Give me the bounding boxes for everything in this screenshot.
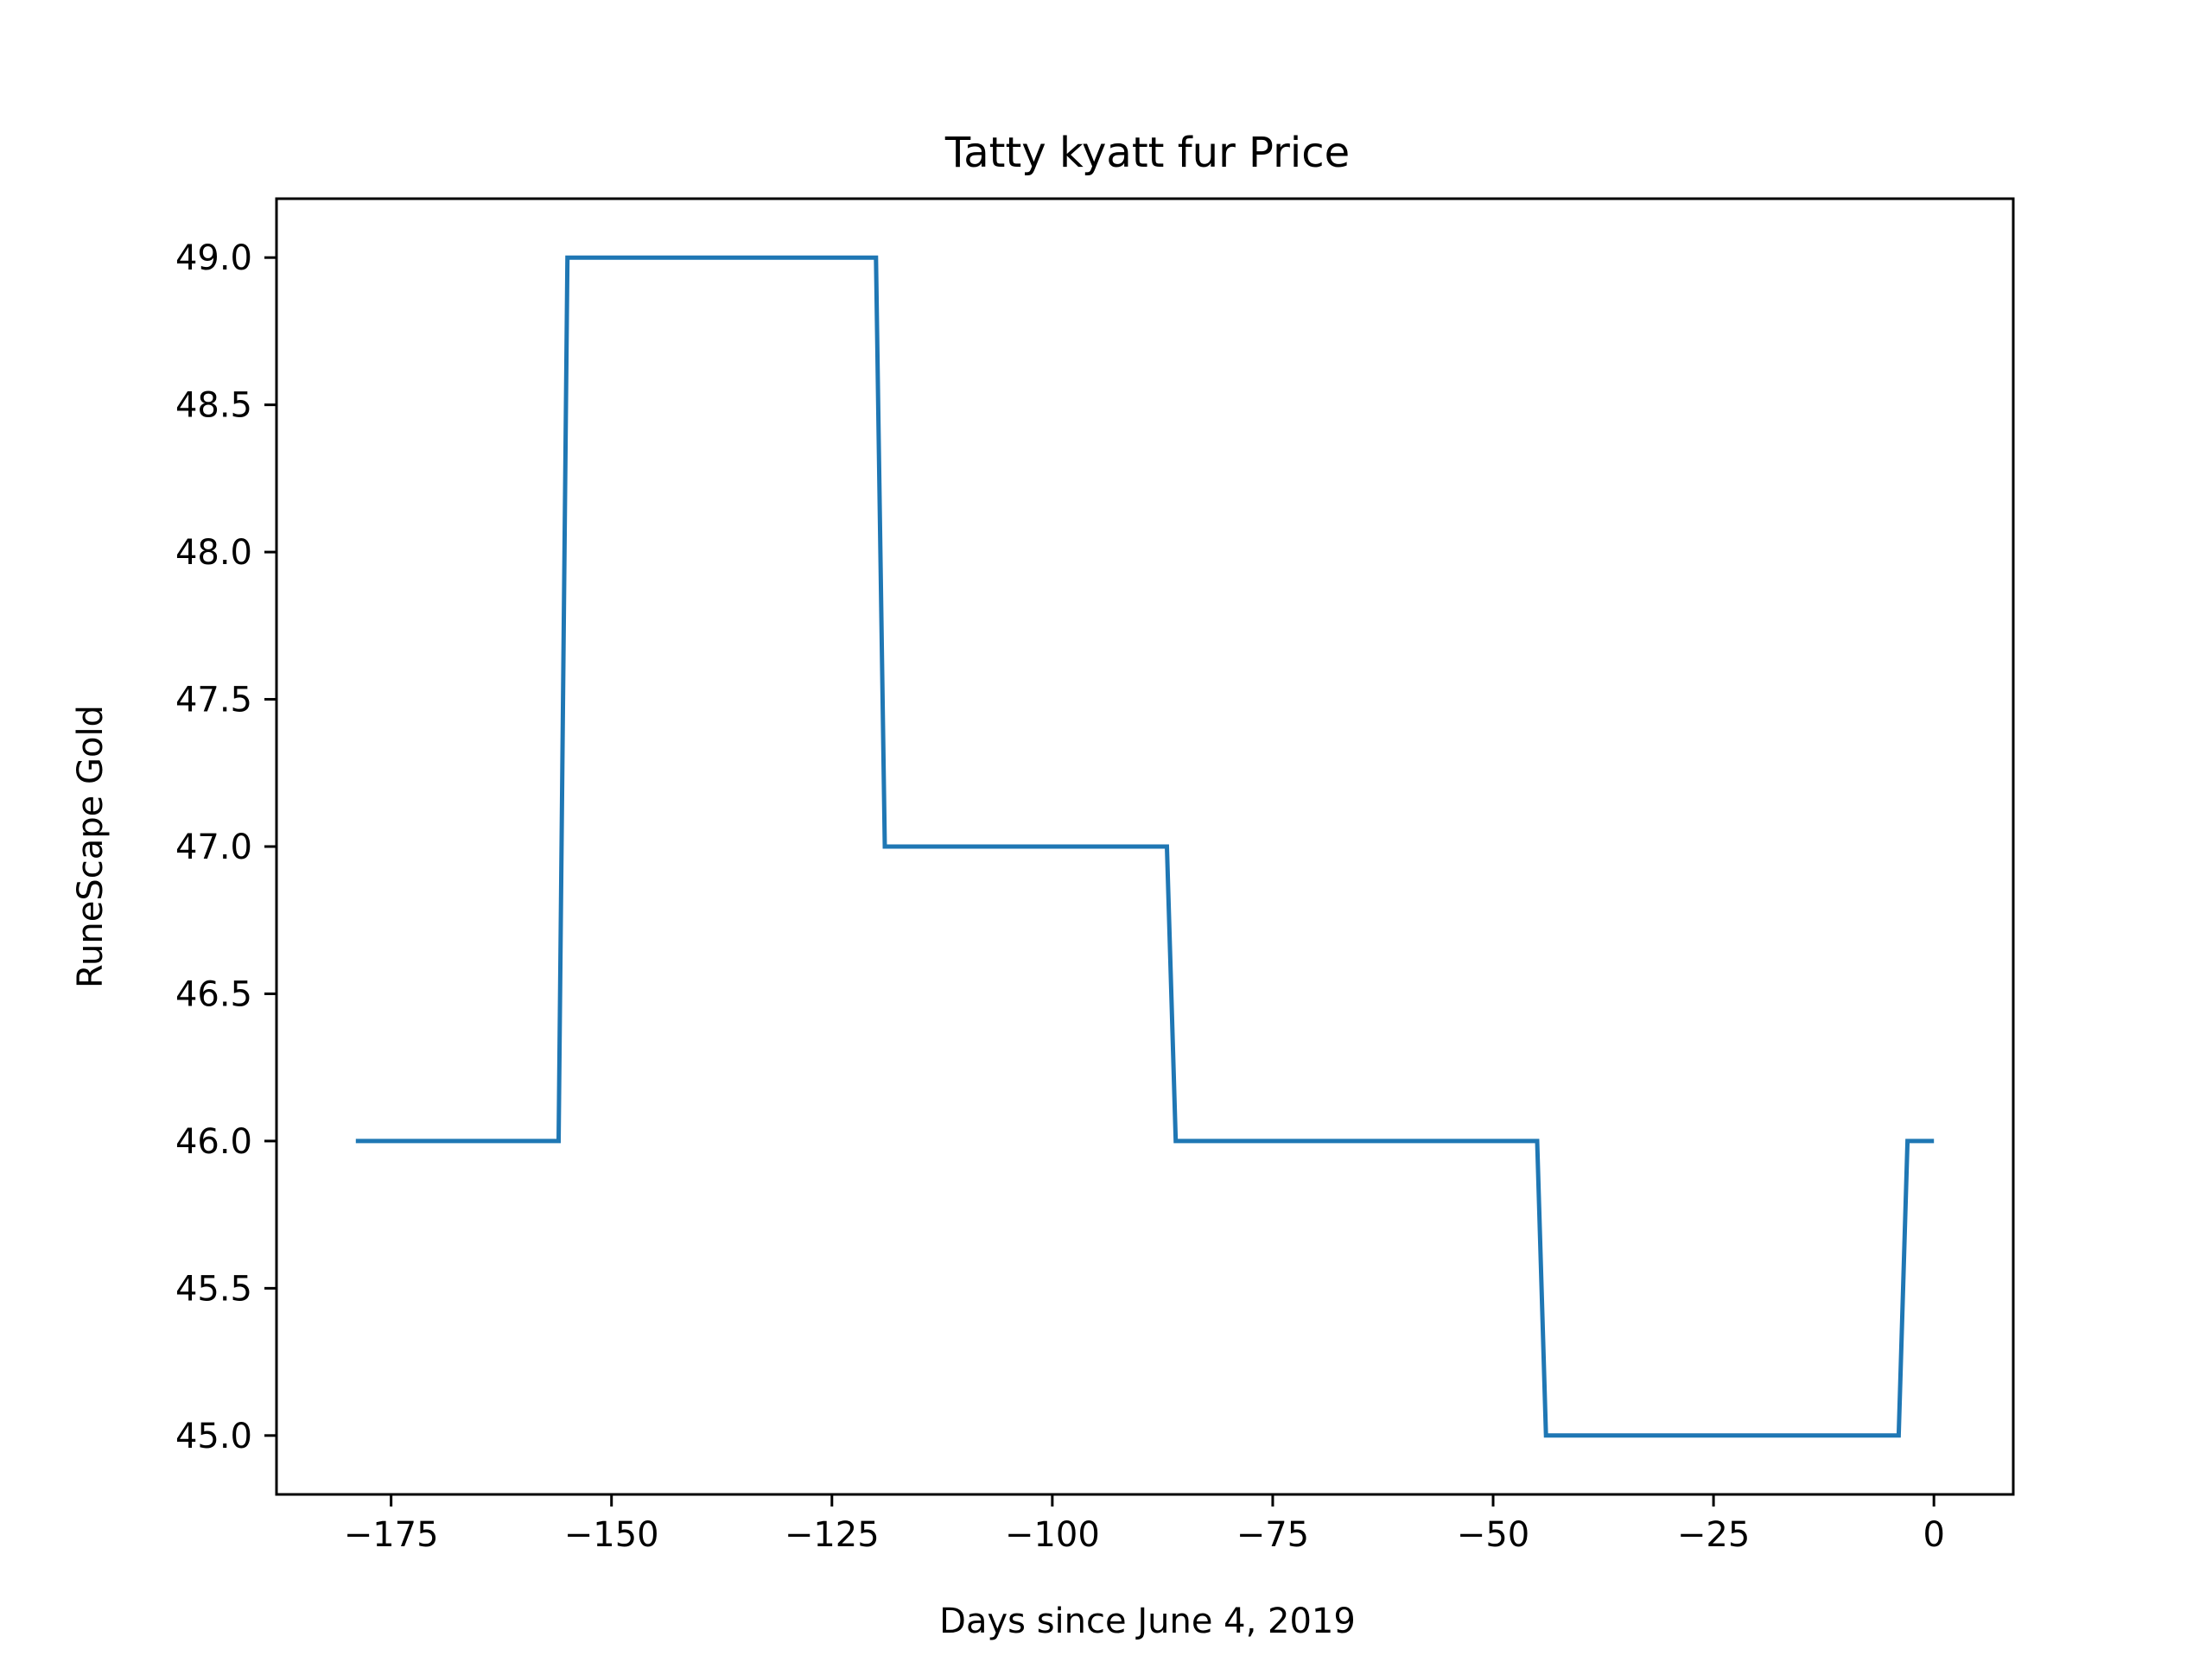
series-layer [355, 255, 1935, 1438]
y-tick-label: 47.5 [175, 681, 252, 720]
plot-frame [275, 197, 2015, 1496]
x-tick-label: −75 [1236, 1515, 1309, 1555]
x-tick-label: −175 [344, 1515, 439, 1555]
y-tick-label: 48.5 [175, 386, 252, 426]
y-tick-label: 45.0 [175, 1417, 252, 1456]
y-tick-label: 45.5 [175, 1269, 252, 1309]
x-axis-ticks: −175 −150 −125 −100 −75 −50 −25 0 [344, 1494, 1945, 1555]
y-axis-title: RuneScape Gold [71, 705, 111, 988]
chart-title: Tatty kyatt fur Price [944, 129, 1350, 177]
y-tick-label: 48.0 [175, 533, 252, 573]
x-tick-label: −125 [785, 1515, 880, 1555]
y-tick-label: 46.0 [175, 1122, 252, 1162]
x-axis-title: Days since June 4, 2019 [939, 1602, 1356, 1641]
x-tick-label: 0 [1923, 1515, 1944, 1555]
x-tick-label: −50 [1457, 1515, 1529, 1555]
y-tick-label: 49.0 [175, 238, 252, 278]
x-tick-label: −100 [1005, 1515, 1100, 1555]
series-line-0 [355, 255, 1935, 1438]
y-tick-label: 47.0 [175, 828, 252, 867]
x-tick-label: −25 [1677, 1515, 1750, 1555]
y-tick-label: 46.5 [175, 974, 252, 1014]
y-axis-ticks: 45.0 45.5 46.0 46.5 47.0 47.5 48.0 48.5 49.0 [175, 238, 276, 1456]
x-tick-label: −150 [564, 1515, 659, 1555]
